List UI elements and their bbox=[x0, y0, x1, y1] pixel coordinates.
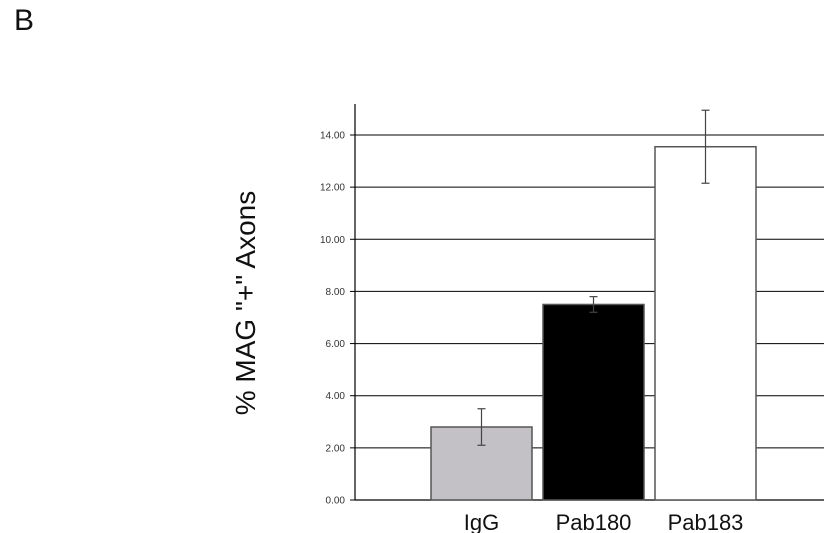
y-axis-label: % MAG "+" Axons bbox=[230, 191, 261, 416]
y-tick-label: 6.00 bbox=[326, 339, 346, 350]
bars bbox=[430, 145, 757, 501]
y-tick-label: 8.00 bbox=[326, 287, 346, 298]
y-tick-label: 4.00 bbox=[326, 391, 346, 402]
x-tick-label: Pab183 bbox=[668, 510, 744, 533]
x-tick-label: IgG bbox=[464, 510, 499, 533]
y-tick-label: 12.00 bbox=[320, 183, 345, 194]
bar-pab183 bbox=[654, 145, 757, 501]
error-bars bbox=[477, 109, 710, 446]
panel-label: B bbox=[14, 4, 35, 37]
y-tick-label: 2.00 bbox=[326, 443, 346, 454]
x-tick-label: Pab180 bbox=[556, 510, 632, 533]
y-tick-label: 10.00 bbox=[320, 235, 345, 246]
bar-igg bbox=[430, 426, 533, 501]
y-tick-label: 0.00 bbox=[326, 496, 346, 507]
labels: 0.00 2.00 4.00 6.00 8.00 10.00 12.00 14.00 IgG Pa… bbox=[230, 131, 743, 533]
bar-pab180 bbox=[542, 303, 645, 501]
y-tick-label: 14.00 bbox=[320, 131, 345, 142]
